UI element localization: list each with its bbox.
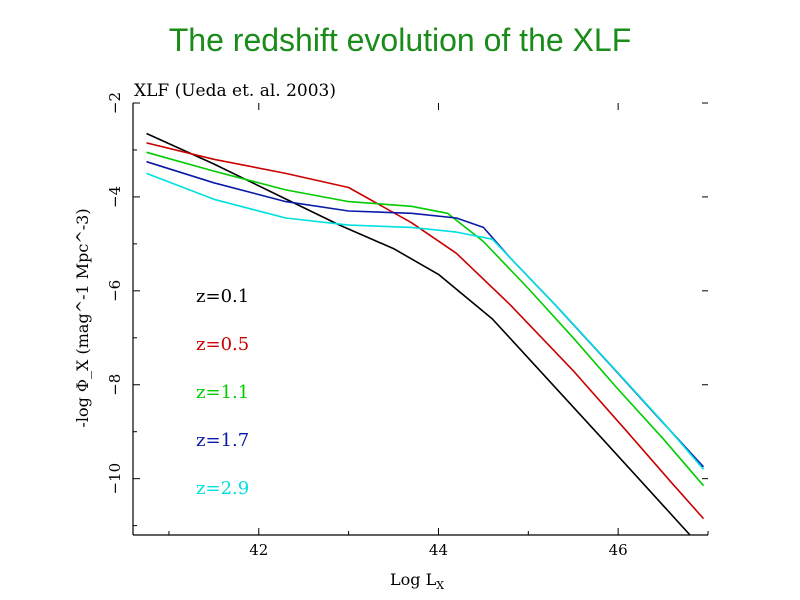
- series-line-z-1-7: [146, 160, 705, 468]
- x-tick-label: 46: [609, 541, 628, 559]
- series-line-z-0-5: [146, 142, 705, 520]
- x-tick-label: 44: [429, 541, 448, 559]
- x-axis-label-sub: X: [436, 579, 444, 592]
- y-tick-label: −2: [106, 92, 124, 114]
- legend-label: z=1.7: [196, 430, 249, 451]
- x-axis-label: Log LX: [390, 570, 444, 592]
- legend-label: z=1.1: [196, 382, 249, 403]
- y-tick-label: −6: [106, 280, 124, 302]
- series-lines: [146, 132, 705, 536]
- legend-label: z=0.5: [196, 334, 249, 355]
- y-tick-label: −10: [106, 463, 124, 495]
- series-line-z-1-1: [146, 151, 705, 487]
- legend-label: z=2.9: [196, 478, 249, 499]
- plot-frame: [132, 103, 708, 536]
- series-line-z-0-1: [146, 132, 691, 536]
- slide-title: The redshift evolution of the XLF: [168, 22, 632, 58]
- y-axis-label-main: -log Φ_X (mag^-1 Mpc^-3): [73, 208, 92, 427]
- chart-title: XLF (Ueda et. al. 2003): [134, 81, 336, 101]
- x-tick-label: 42: [249, 541, 268, 559]
- x-axis-label-main: Log L: [390, 570, 437, 589]
- axis-ticks: 42 44 46 −2 −4 −6 −8 −10: [106, 92, 709, 559]
- y-tick-label: −8: [106, 374, 124, 396]
- series-line-z-2-9: [146, 172, 705, 470]
- legend-label: z=0.1: [196, 286, 249, 307]
- y-tick-label: −4: [106, 186, 124, 208]
- legend: z=0.1 z=0.5 z=1.1 z=1.7 z=2.9: [196, 286, 249, 499]
- y-axis-label: -log Φ_X (mag^-1 Mpc^-3): [73, 208, 92, 427]
